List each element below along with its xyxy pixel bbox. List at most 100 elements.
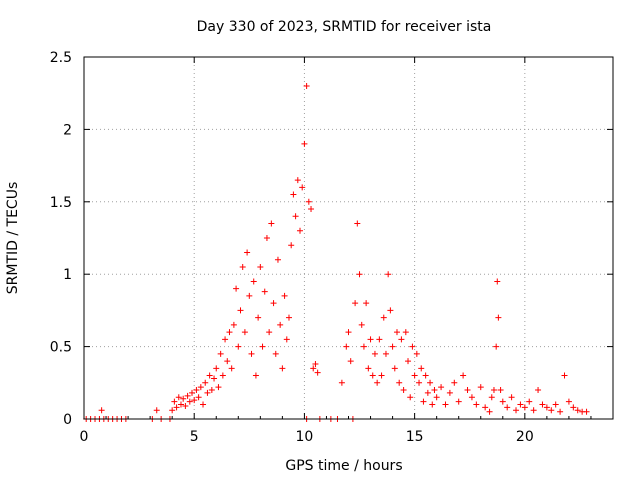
data-point — [153, 407, 160, 414]
data-point — [413, 350, 420, 357]
data-point — [219, 372, 226, 379]
data-point — [233, 285, 240, 292]
data-point — [583, 408, 590, 415]
data-point — [407, 394, 414, 401]
data-point — [535, 387, 542, 394]
data-point — [513, 407, 520, 414]
data-point — [215, 384, 222, 391]
data-point — [427, 379, 434, 386]
data-point — [171, 398, 178, 405]
data-point — [184, 392, 191, 399]
data-point — [257, 263, 264, 270]
x-tick-label: 20 — [516, 429, 534, 445]
data-point — [305, 198, 312, 205]
data-point — [376, 336, 383, 343]
data-point — [380, 314, 387, 321]
data-point — [186, 398, 193, 405]
data-point — [266, 329, 273, 336]
data-point — [438, 384, 445, 391]
data-point — [283, 336, 290, 343]
data-point — [292, 213, 299, 220]
data-point — [473, 401, 480, 408]
data-point — [354, 220, 361, 227]
data-point — [173, 404, 180, 411]
data-point — [561, 372, 568, 379]
data-point — [314, 369, 321, 376]
data-point — [310, 365, 317, 372]
data-point — [347, 358, 354, 365]
data-point — [211, 375, 218, 382]
data-point — [180, 395, 187, 402]
data-point — [495, 314, 502, 321]
data-point — [294, 177, 301, 184]
data-point — [433, 394, 440, 401]
data-point — [369, 372, 376, 379]
data-point — [488, 394, 495, 401]
data-point — [259, 343, 266, 350]
data-point — [557, 408, 564, 415]
data-point — [422, 372, 429, 379]
data-point — [268, 220, 275, 227]
y-axis-label: SRMTID / TECUs — [5, 182, 21, 295]
data-point — [517, 401, 524, 408]
x-tick-label: 10 — [296, 429, 314, 445]
data-point — [297, 227, 304, 234]
data-point — [244, 249, 251, 256]
data-point — [290, 191, 297, 198]
data-point — [308, 206, 315, 213]
data-point — [204, 389, 211, 396]
data-point — [299, 184, 306, 191]
data-point — [530, 407, 537, 414]
data-point — [246, 292, 253, 299]
y-tick-label: 2.5 — [50, 50, 72, 66]
y-tick-label: 1.5 — [50, 195, 72, 211]
data-point — [565, 398, 572, 405]
data-point — [548, 407, 555, 414]
data-point — [409, 343, 416, 350]
chart-title: Day 330 of 2023, SRMTID for receiver ist… — [197, 19, 492, 35]
data-point — [420, 398, 427, 405]
data-point — [228, 365, 235, 372]
grid — [84, 57, 613, 419]
data-point — [360, 343, 367, 350]
data-point — [391, 365, 398, 372]
data-point — [98, 407, 105, 414]
data-point — [277, 321, 284, 328]
data-point — [230, 321, 237, 328]
data-point — [235, 343, 242, 350]
data-point — [431, 387, 438, 394]
data-point — [490, 387, 497, 394]
data-point — [312, 360, 319, 367]
data-points — [83, 82, 590, 422]
data-point — [539, 401, 546, 408]
data-point — [263, 235, 270, 241]
data-point — [385, 271, 392, 278]
data-point — [206, 372, 213, 379]
data-point — [446, 389, 453, 396]
x-tick-label: 5 — [190, 429, 199, 445]
data-point — [363, 300, 370, 307]
data-point — [270, 300, 277, 307]
data-point — [237, 307, 244, 314]
data-point — [222, 336, 229, 343]
data-point — [272, 350, 279, 357]
data-point — [411, 372, 418, 379]
data-point — [255, 314, 262, 321]
data-point — [374, 379, 381, 386]
data-point — [378, 372, 385, 379]
y-tick-label: 2 — [63, 122, 72, 138]
data-point — [182, 402, 189, 409]
x-axis-label: GPS time / hours — [285, 458, 402, 474]
x-tick-label: 15 — [406, 429, 424, 445]
axis-ticks: 0 5 10 15 20 0 0.5 1 1.5 2 2.5 — [50, 50, 613, 445]
data-point — [486, 408, 493, 415]
data-point — [418, 365, 425, 372]
data-point — [241, 329, 248, 336]
data-point — [285, 314, 292, 321]
data-point — [301, 140, 308, 147]
data-point — [389, 343, 396, 350]
data-point — [455, 398, 462, 405]
data-point — [213, 365, 220, 372]
data-point — [416, 379, 423, 386]
data-point — [574, 407, 581, 414]
